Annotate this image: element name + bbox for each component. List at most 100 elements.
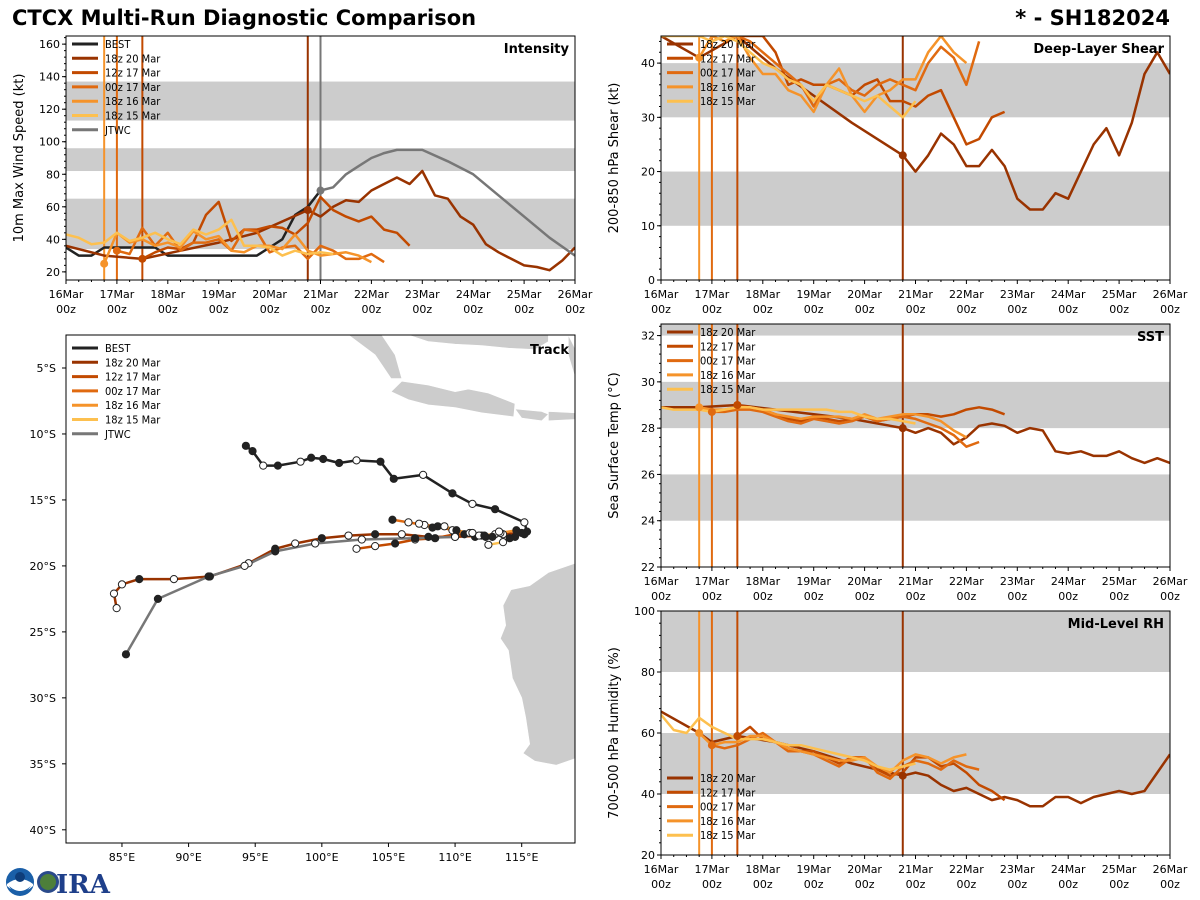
land-sumatra [347, 335, 403, 379]
chart-track: 85°E 90°E 95°E 100°E 105°E 110°E 115°E 5°S 10°S 1… [30, 334, 576, 864]
x-tick-label: 00z [651, 303, 671, 316]
track-point-12z-17-mar [352, 544, 361, 553]
legend-label-00z-17-mar: 00z 17 Mar [700, 67, 756, 80]
y-tick-label: 40°S [30, 824, 56, 837]
track-point-jtwc [411, 534, 420, 543]
panel-title: Intensity [504, 42, 570, 57]
x-tick-label: 19Mar [796, 575, 831, 588]
x-tick-label: 00z [1160, 590, 1180, 603]
x-tick-label: 00z [514, 303, 534, 316]
legend-label-jtwc: JTWC [104, 428, 131, 441]
series-best [66, 189, 322, 257]
x-tick-label: 00z [1058, 303, 1078, 316]
x-tick-label: 26Mar [1153, 863, 1188, 876]
legend-label-18z-16-mar: 18z 16 Mar [105, 399, 161, 412]
x-tick-label: 00z [1109, 878, 1129, 891]
track-point-18z-20-mar [109, 589, 119, 598]
y-tick-label: 15°S [30, 494, 56, 507]
x-tick-label: 90°E [175, 851, 201, 864]
legend-label-12z-17-mar: 12z 17 Mar [700, 786, 756, 799]
track-point-18z-20-mar [397, 530, 406, 539]
page-title: CTCX Multi-Run Diagnostic Comparison [12, 6, 477, 30]
track-point-best [335, 458, 344, 468]
init-marker-00z-17-mar [707, 741, 716, 750]
x-tick-label: 00z [804, 878, 824, 891]
chart-sst: 22 24 26 28 30 32 16Mar 00z 17Mar 00z 18Mar 00z 19Ma… [607, 323, 1188, 603]
series-18z-16-mar [103, 229, 372, 265]
x-tick-label: 22Mar [949, 288, 984, 301]
cira-wordmark: IRA [37, 870, 111, 898]
legend-label-18z-20-mar: 18z 20 Mar [700, 326, 756, 339]
x-tick-label: 25Mar [1102, 288, 1137, 301]
y-tick-label: 26 [641, 468, 655, 481]
track-point-18z-20-mar [135, 575, 144, 584]
x-tick-label: 00z [463, 303, 483, 316]
y-tick-label: 22 [641, 561, 655, 574]
track-point-jtwc [450, 532, 460, 541]
x-tick-label: 23Mar [405, 288, 440, 301]
track-point-18z-16-mar [415, 519, 424, 528]
track-point-best [418, 470, 428, 479]
x-tick-label: 00z [651, 878, 671, 891]
track-point-00z-17-mar [488, 532, 497, 541]
track-point-18z-20-mar [117, 580, 127, 589]
y-tick-label: 24 [641, 515, 655, 528]
x-tick-label: 00z [702, 303, 722, 316]
x-tick-label: 20Mar [847, 288, 882, 301]
x-tick-label: 26Mar [1153, 575, 1188, 588]
x-tick-label: 00z [1058, 878, 1078, 891]
x-tick-label: 00z [906, 878, 926, 891]
init-marker-00z-17-mar [112, 246, 121, 255]
panel-title: SST [1137, 330, 1164, 345]
x-tick-label: 18Mar [745, 288, 780, 301]
x-tick-label: 00z [804, 303, 824, 316]
legend-label-best: BEST [105, 342, 131, 355]
x-tick-label: 00z [651, 590, 671, 603]
x-tick-label: 17Mar [695, 288, 730, 301]
x-tick-label: 00z [1160, 303, 1180, 316]
x-tick-label: 19Mar [796, 863, 831, 876]
legend-label-18z-16-mar: 18z 16 Mar [105, 95, 161, 108]
init-marker-12z-17-mar [733, 732, 742, 741]
x-tick-label: 00z [1007, 878, 1027, 891]
chart-intensity: 20 40 60 80 100 120 140 160 16Mar 00z 17Mar 00z 18Ma… [12, 35, 593, 316]
track-point-18z-20-mar [371, 530, 380, 539]
track-point-best [352, 456, 361, 465]
init-marker-18z-16-mar [695, 403, 704, 412]
threshold-band [661, 474, 1170, 521]
series-18z-20-mar [661, 710, 1170, 808]
y-tick-label: 0 [648, 274, 655, 287]
y-tick-label: 40 [46, 233, 60, 246]
init-marker-18z-20-mar [303, 206, 312, 215]
track-point-jtwc [240, 561, 249, 571]
x-tick-label: 21Mar [303, 288, 338, 301]
x-tick-label: 00z [906, 303, 926, 316]
track-point-18z-15-mar [505, 534, 514, 543]
x-tick-label: 00z [1109, 590, 1129, 603]
legend-label-18z-20-mar: 18z 20 Mar [105, 356, 161, 369]
land-borneo [407, 335, 549, 350]
x-tick-label: 17Mar [695, 575, 730, 588]
track-point-00z-17-mar [388, 515, 397, 524]
series-18z-15-mar [66, 218, 334, 257]
y-tick-label: 100 [39, 136, 60, 149]
land-australia [500, 562, 575, 766]
track-point-best [468, 499, 477, 508]
y-tick-label: 28 [641, 422, 655, 435]
series-18z-15-mar [661, 713, 916, 771]
x-tick-label: 25Mar [1102, 863, 1137, 876]
land-masses [347, 335, 575, 766]
y-tick-label: 20°S [30, 560, 56, 573]
track-point-best [307, 453, 316, 462]
x-tick-label: 21Mar [898, 288, 933, 301]
x-tick-label: 00z [957, 878, 977, 891]
x-tick-label: 00z [158, 303, 178, 316]
threshold-band [661, 171, 1170, 226]
x-tick-label: 20Mar [847, 575, 882, 588]
x-tick-label: 21Mar [898, 863, 933, 876]
x-tick-label: 00z [1058, 590, 1078, 603]
legend-label-jtwc: JTWC [104, 124, 131, 137]
y-tick-label: 60 [46, 201, 60, 214]
init-marker-18z-16-mar [695, 729, 704, 737]
panel-title: Track [530, 343, 569, 358]
